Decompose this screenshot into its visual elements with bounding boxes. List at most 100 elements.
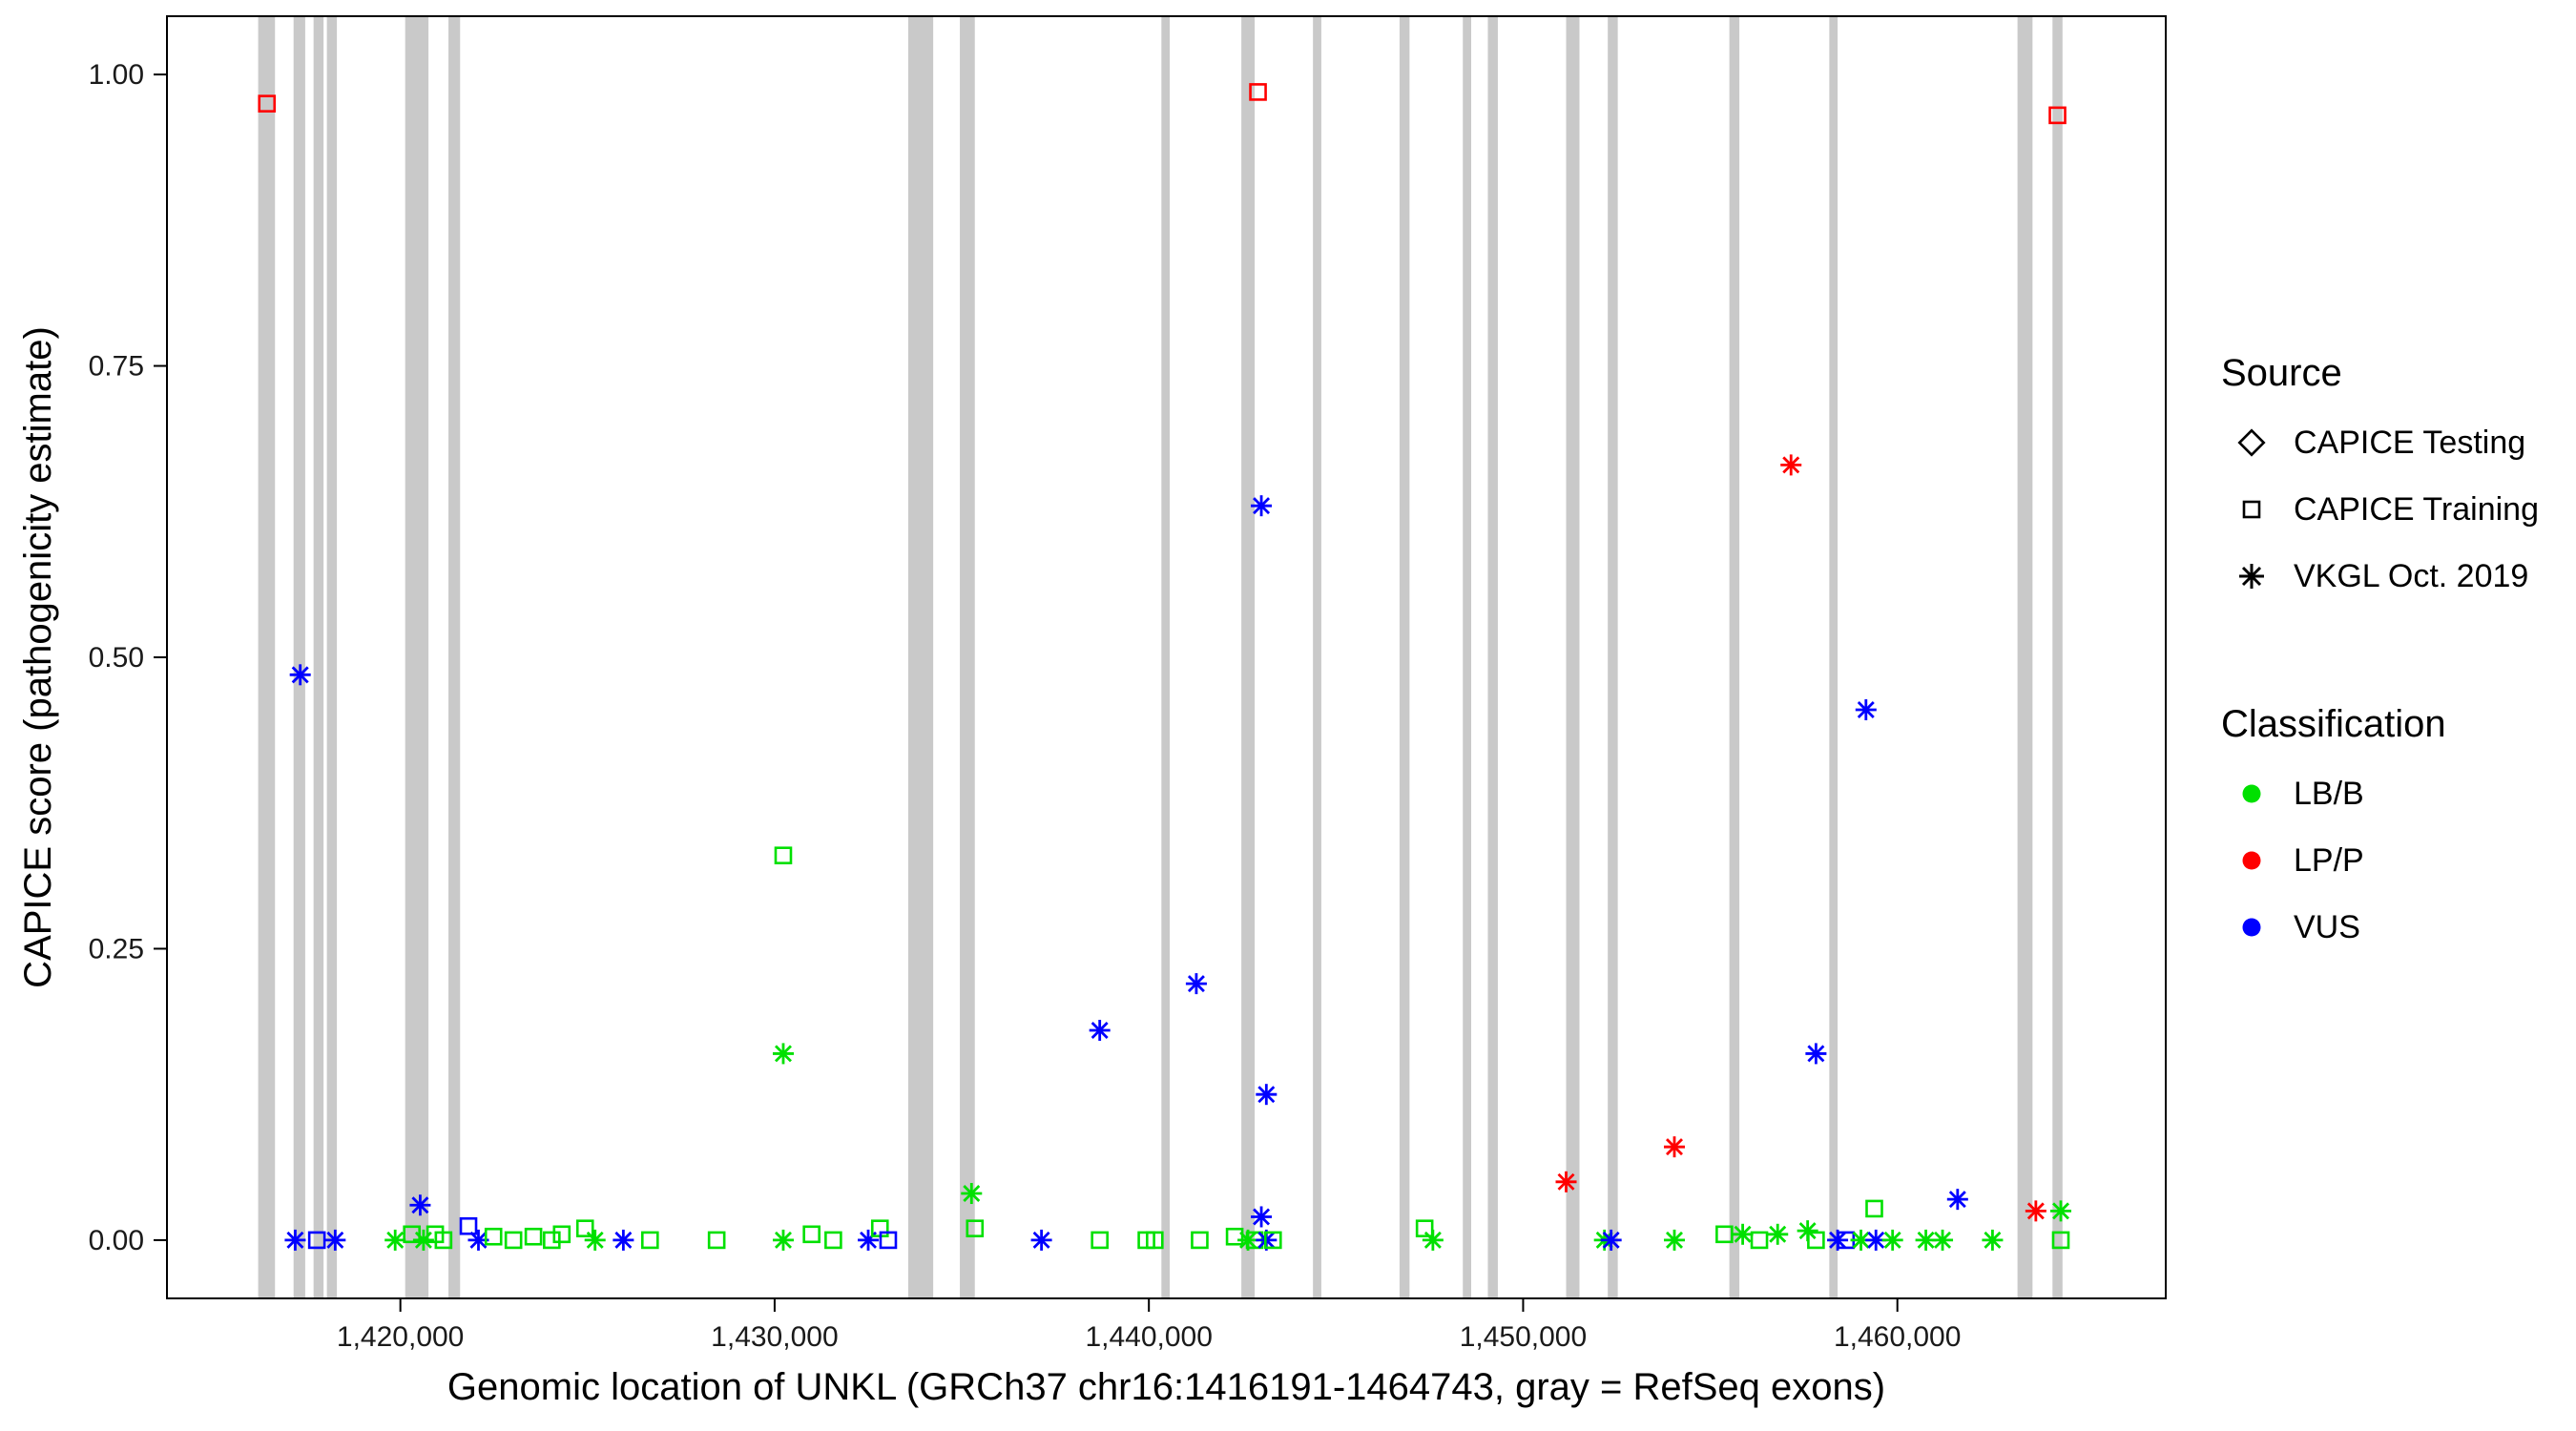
data-point-square: [824, 1231, 842, 1250]
data-point-asterisk: [1932, 1229, 1954, 1251]
data-point-square: [1091, 1231, 1109, 1250]
data-point-asterisk: [961, 1183, 983, 1205]
data-point-square: [2051, 1231, 2070, 1250]
legend-item-label: VKGL Oct. 2019: [2294, 557, 2529, 594]
x-tick-label: 1,450,000: [1460, 1321, 1587, 1353]
y-tick-label: 0.75: [89, 351, 144, 383]
data-point-square: [1715, 1225, 1734, 1244]
data-point-asterisk: [1946, 1189, 1968, 1211]
data-point-square: [552, 1225, 571, 1244]
diamond-icon: [2237, 428, 2266, 457]
red-dot-icon: [2242, 851, 2261, 870]
data-point-asterisk: [1600, 1229, 1622, 1251]
legend-classification-title: Classification: [2221, 703, 2446, 745]
legend-item-label: CAPICE Testing: [2294, 424, 2526, 461]
data-point-square: [1750, 1231, 1769, 1250]
data-point-asterisk: [1555, 1171, 1577, 1192]
legend-item-label: LP/P: [2294, 841, 2364, 879]
data-point-asterisk: [1732, 1223, 1754, 1245]
data-point-square: [802, 1225, 821, 1244]
data-point-square: [1865, 1199, 1883, 1218]
data-point-asterisk: [1422, 1229, 1444, 1251]
data-point-square: [966, 1219, 985, 1237]
data-point-asterisk: [1780, 454, 1802, 476]
exon-bar: [1608, 16, 1618, 1298]
exon-bar: [1829, 16, 1839, 1298]
data-point-square: [1249, 83, 1267, 101]
legend: Source CAPICE Testing CAPICE Training: [2221, 351, 2576, 971]
data-point-square: [258, 94, 277, 113]
data-point-square: [879, 1231, 898, 1250]
data-point-asterisk: [324, 1229, 346, 1251]
data-point-asterisk: [772, 1229, 794, 1251]
legend-item-capice-testing: CAPICE Testing: [2221, 420, 2576, 466]
data-point-asterisk: [772, 1043, 794, 1065]
exon-bar: [1313, 16, 1321, 1298]
data-point-square: [1415, 1219, 1434, 1237]
exon-bar: [326, 16, 338, 1298]
data-point-square: [307, 1231, 326, 1250]
legend-item-capice-training: CAPICE Training: [2221, 487, 2576, 532]
y-tick-label: 0.25: [89, 933, 144, 964]
exon-bar: [1729, 16, 1740, 1298]
data-point-asterisk: [1251, 1206, 1273, 1228]
data-point-square: [459, 1216, 478, 1235]
data-point-asterisk: [1089, 1019, 1111, 1041]
data-point-asterisk: [467, 1229, 489, 1251]
data-point-square: [543, 1231, 561, 1250]
data-point-square: [707, 1231, 726, 1250]
y-tick-label: 0.50: [89, 642, 144, 674]
legend-item-label: CAPICE Training: [2294, 490, 2539, 528]
exon-bar: [313, 16, 324, 1298]
data-point-asterisk: [2050, 1200, 2072, 1222]
exon-bar: [293, 16, 305, 1298]
data-point-square: [484, 1227, 503, 1246]
square-icon: [2242, 500, 2261, 519]
legend-item-lpp: LP/P: [2221, 838, 2576, 883]
legend-item-lbb: LB/B: [2221, 771, 2576, 817]
data-point-square: [575, 1219, 594, 1237]
data-point-square: [1146, 1231, 1164, 1250]
data-point-square: [1263, 1231, 1282, 1250]
data-point-asterisk: [1251, 495, 1273, 517]
data-point-asterisk: [412, 1229, 434, 1251]
data-point-asterisk: [1982, 1229, 2004, 1251]
legend-item-vkgl: VKGL Oct. 2019: [2221, 553, 2576, 599]
data-point-asterisk: [284, 1229, 306, 1251]
data-point-asterisk: [2025, 1200, 2046, 1222]
data-point-square: [524, 1227, 543, 1246]
exon-bar: [2052, 16, 2063, 1298]
data-point-asterisk: [613, 1229, 634, 1251]
data-point-square: [640, 1231, 659, 1250]
data-point-asterisk: [1185, 973, 1207, 995]
exon-bar: [1399, 16, 1410, 1298]
data-point-square: [774, 846, 793, 865]
legend-source-title: Source: [2221, 352, 2342, 394]
data-point-asterisk: [1663, 1229, 1685, 1251]
x-tick-label: 1,440,000: [1085, 1321, 1212, 1353]
data-point-asterisk: [1915, 1229, 1937, 1251]
data-point-asterisk: [1797, 1220, 1818, 1242]
exon-bar: [1463, 16, 1471, 1298]
y-axis-title: CAPICE score (pathogenicity estimate): [17, 326, 59, 988]
data-point-asterisk: [1881, 1229, 1903, 1251]
data-point-asterisk: [1663, 1136, 1685, 1158]
exon-bar: [907, 16, 934, 1298]
x-tick-label: 1,430,000: [711, 1321, 838, 1353]
exon-bar: [258, 16, 276, 1298]
exon-bar: [1161, 16, 1171, 1298]
y-tick-label: 1.00: [89, 59, 144, 91]
data-point-asterisk: [289, 664, 311, 686]
y-tick-label: 0.00: [89, 1225, 144, 1256]
data-point-asterisk: [409, 1194, 431, 1216]
exon-bar: [1241, 16, 1256, 1298]
x-tick-label: 1,460,000: [1834, 1321, 1961, 1353]
data-point-asterisk: [1855, 698, 1877, 720]
data-point-square: [1807, 1231, 1825, 1250]
x-axis-title: Genomic location of UNKL (GRCh37 chr16:1…: [447, 1366, 1886, 1408]
data-point-square: [1225, 1227, 1244, 1246]
data-point-asterisk: [384, 1229, 406, 1251]
legend-item-vus: VUS: [2221, 904, 2576, 950]
